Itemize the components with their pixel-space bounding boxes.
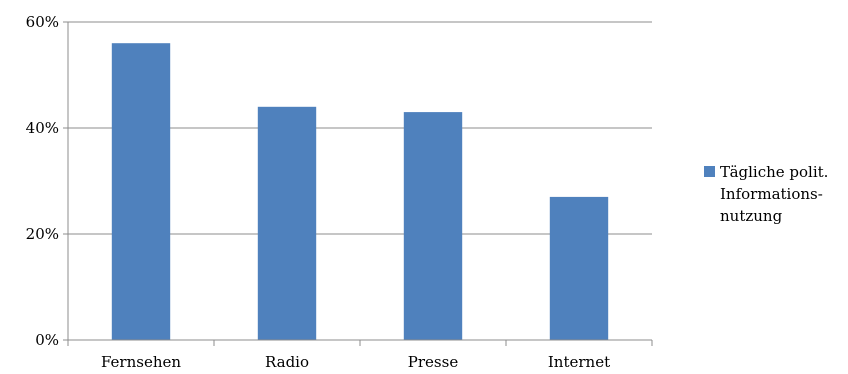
- y-tick-label: 60%: [26, 13, 59, 31]
- y-tick-label: 0%: [35, 331, 59, 349]
- legend-swatch: [704, 166, 715, 177]
- y-tick-label: 40%: [26, 119, 59, 137]
- bar-presse: [403, 112, 463, 340]
- y-tick-labels: 0% 20% 40% 60%: [26, 13, 59, 349]
- x-category-labels: Fernsehen Radio Presse Internet: [101, 353, 610, 371]
- x-category-label: Presse: [408, 353, 459, 371]
- legend-label-line: Tägliche polit.: [720, 163, 828, 181]
- axes: [63, 21, 653, 346]
- y-tick-label: 20%: [26, 225, 59, 243]
- bar-internet: [549, 196, 609, 340]
- x-category-label: Internet: [548, 353, 610, 371]
- bars: [111, 43, 609, 340]
- x-category-label: Radio: [265, 353, 309, 371]
- bar-radio: [257, 106, 317, 340]
- legend-label: Tägliche polit. Informations-nutzung: [720, 163, 828, 225]
- legend-label-line: Informations-: [720, 185, 823, 203]
- bar-fernsehen: [111, 43, 171, 340]
- x-category-label: Fernsehen: [101, 353, 181, 371]
- legend: Tägliche polit. Informations-nutzung: [704, 163, 828, 225]
- legend-label-line: nutzung: [720, 207, 783, 225]
